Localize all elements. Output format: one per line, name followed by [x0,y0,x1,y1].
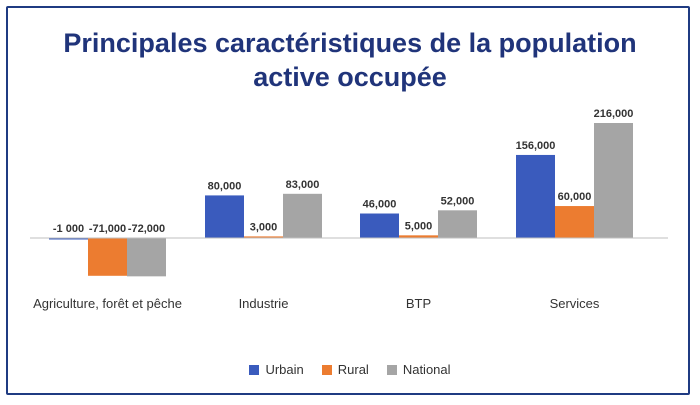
data-label-urbain-1: -1 000 [53,223,84,235]
data-label-national-2: 83,000 [286,179,320,191]
bar-urbain-1 [49,238,88,240]
data-label-national-1: -72,000 [128,223,165,235]
chart-title-line-2: active occupée [253,62,447,92]
legend-swatch-rural [321,364,332,375]
chart-frame [6,6,690,395]
bar-urbain-2 [205,195,244,238]
bar-rural-4 [555,206,594,238]
data-label-urbain-2: 80,000 [208,180,242,192]
legend-label-national: National [402,362,451,377]
bar-urbain-3 [360,213,399,238]
category-label-1: Agriculture, forêt et pêche [33,296,182,311]
legend-swatch-urbain [249,364,260,375]
legend-swatch-national [386,364,397,375]
bar-national-4 [594,123,633,238]
data-label-national-3: 52,000 [441,195,475,207]
legend-item-rural: Rural [321,362,369,377]
chart-legend: Urbain Rural National [0,362,700,378]
legend-item-urbain: Urbain [249,362,304,377]
data-label-rural-3: 5,000 [405,220,433,232]
legend-label-urbain: Urbain [265,362,304,377]
bar-rural-1 [88,238,127,276]
chart-title: Principales caractéristiques de la popul… [0,26,700,94]
data-label-rural-2: 3,000 [250,221,278,233]
data-label-rural-1: -71,000 [89,223,126,235]
data-label-urbain-3: 46,000 [363,199,397,211]
bar-urbain-4 [516,154,555,238]
chart-title-line-1: Principales caractéristiques de la popul… [63,28,637,58]
category-label-4: Services [550,296,600,311]
data-label-urbain-4: 156,000 [516,140,556,152]
category-label-3: BTP [406,296,431,311]
category-label-2: Industrie [239,296,289,311]
bar-national-3 [438,210,477,238]
data-label-national-4: 216,000 [594,108,634,120]
bar-national-1 [127,238,166,277]
legend-label-rural: Rural [337,362,369,377]
bar-rural-2 [244,236,283,238]
bar-rural-3 [399,235,438,238]
legend-item-national: National [386,362,451,377]
bar-national-2 [283,193,322,238]
data-label-rural-4: 60,000 [558,191,592,203]
